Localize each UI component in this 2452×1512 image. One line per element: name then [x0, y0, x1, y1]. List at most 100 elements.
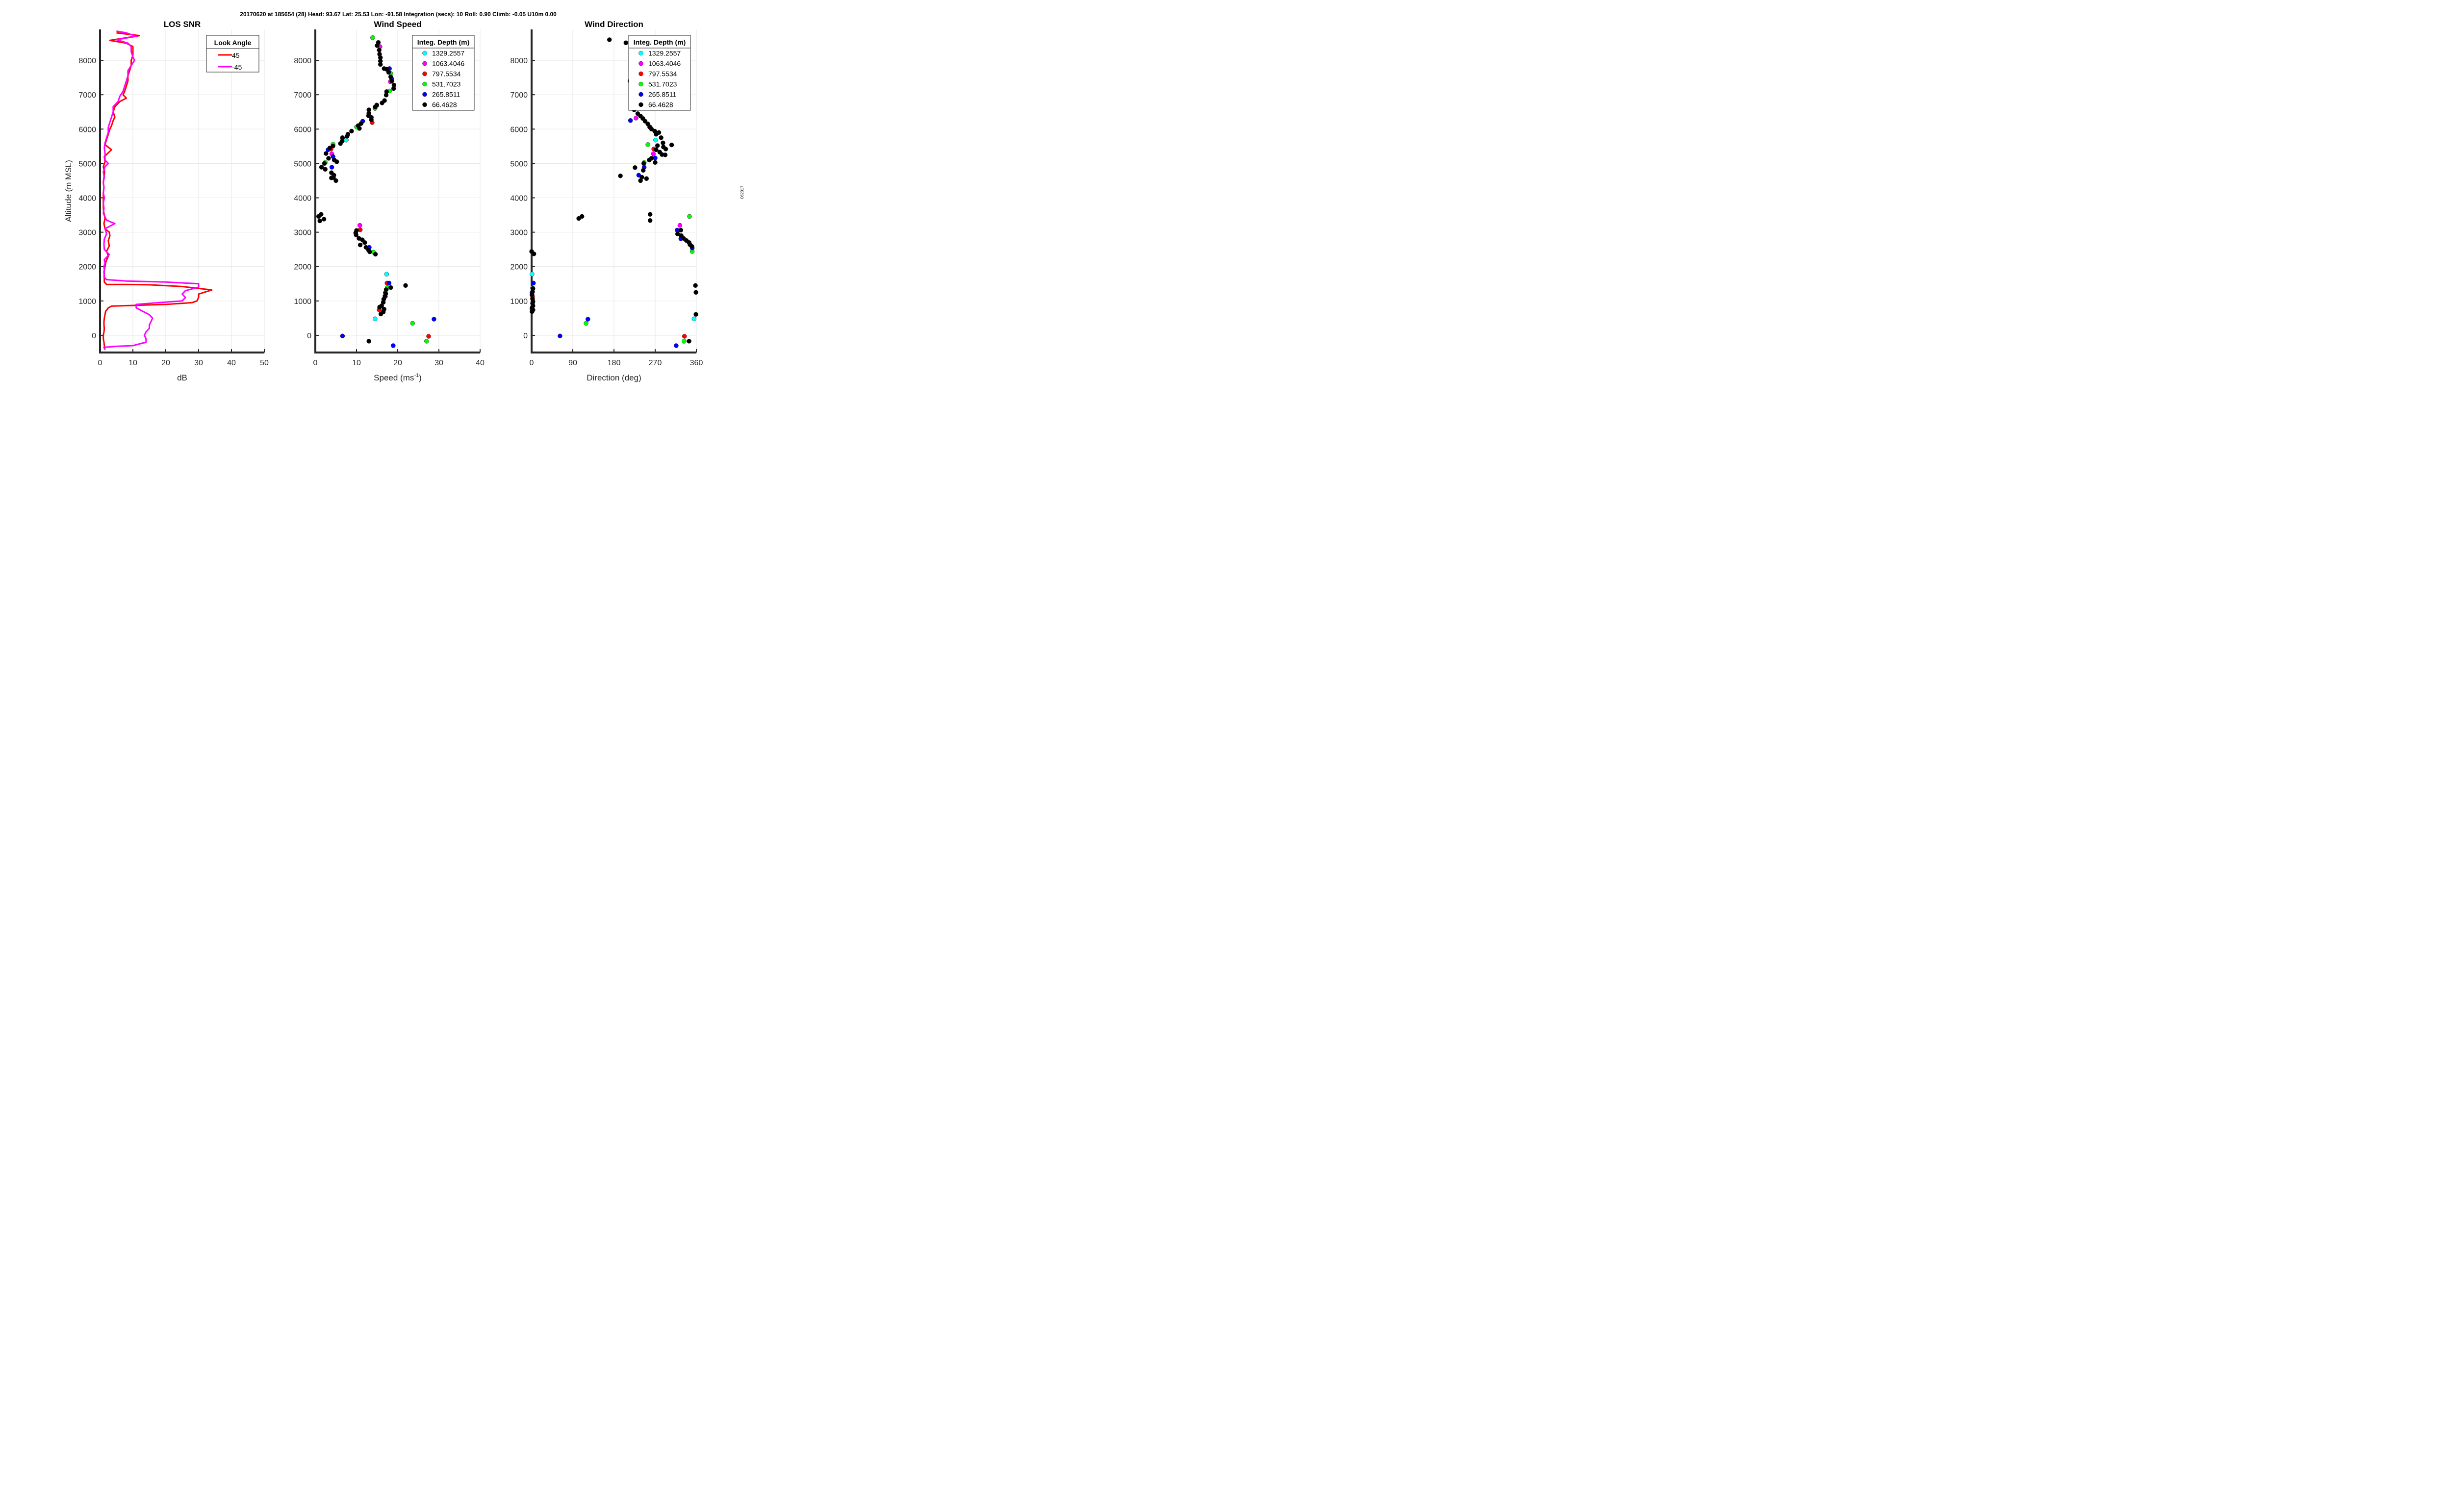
- x-tick-label: 0: [98, 359, 102, 367]
- data-point: [340, 333, 345, 339]
- x-axis-label: Speed (ms-1): [374, 373, 422, 382]
- data-point: [377, 304, 382, 310]
- data-point: [327, 146, 332, 151]
- y-tick-label: 0: [523, 332, 528, 340]
- data-point: [383, 93, 389, 98]
- y-tick-label: 0: [307, 332, 311, 340]
- legend-marker-swatch: [639, 102, 643, 107]
- y-tick-label: 5000: [78, 160, 96, 168]
- x-tick-label: 10: [128, 359, 137, 367]
- plot-title: Wind Speed: [374, 20, 421, 29]
- data-point: [369, 117, 374, 123]
- data-point: [633, 165, 638, 170]
- legend: Integ. Depth (m) 1329.2557 1063.4046 797.55…: [412, 35, 475, 111]
- y-tick-label: 6000: [78, 126, 96, 134]
- data-point: [669, 142, 674, 148]
- data-point: [640, 168, 646, 173]
- y-axis-label: Altitude (m MSL): [64, 160, 73, 222]
- data-point: [344, 134, 350, 139]
- data-point: [663, 147, 668, 151]
- data-point: [576, 216, 581, 221]
- data-point: [653, 160, 658, 165]
- data-point: [693, 283, 698, 288]
- data-point: [317, 218, 322, 224]
- data-point: [693, 312, 698, 317]
- data-point: [378, 311, 383, 317]
- data-point: [344, 137, 349, 143]
- data-point: [321, 217, 327, 222]
- data-point: [432, 317, 436, 322]
- y-tick-label: 6000: [510, 126, 528, 134]
- data-point: [386, 70, 391, 75]
- legend-marker-swatch: [422, 61, 427, 66]
- x-tick-label: 30: [194, 359, 203, 367]
- data-point: [377, 48, 382, 52]
- data-point: [388, 285, 393, 290]
- figure-canvas: 20170620 at 185654 (28) Head: 93.67 Lat:…: [64, 11, 744, 382]
- data-point: [634, 116, 639, 121]
- legend-marker-swatch: [639, 50, 643, 56]
- legend-marker-swatch: [422, 50, 427, 56]
- data-point: [386, 280, 392, 286]
- legend-marker-swatch: [422, 102, 427, 107]
- data-point: [375, 43, 380, 48]
- x-tick-label: 20: [161, 359, 170, 367]
- data-point: [357, 126, 362, 131]
- y-tick-label: 4000: [294, 195, 311, 203]
- y-tick-label: 3000: [294, 229, 311, 237]
- x-tick-label: 0: [313, 359, 318, 367]
- y-tick-label: 4000: [510, 195, 528, 203]
- data-point: [691, 316, 697, 322]
- data-point: [378, 62, 383, 67]
- data-point: [530, 272, 535, 277]
- y-tick-label: 1000: [78, 298, 96, 306]
- x-tick-label: 180: [608, 359, 621, 367]
- data-point: [362, 240, 367, 245]
- x-tick-label: 0: [530, 359, 534, 367]
- data-point: [333, 178, 338, 183]
- data-point: [366, 339, 371, 344]
- y-tick-label: 1000: [510, 298, 528, 306]
- x-axis-label-close: ): [419, 373, 422, 382]
- legend-entry-label: 265.8511: [432, 91, 460, 99]
- data-point: [682, 334, 687, 339]
- data-point: [530, 309, 535, 314]
- data-point: [319, 165, 324, 170]
- data-point: [329, 176, 334, 180]
- panel-wind-direction: 0 90 180 270 360 0 1000 2000 3000 4000 5000 6000 700…: [510, 20, 703, 382]
- data-point: [693, 290, 698, 295]
- data-point: [618, 173, 623, 178]
- data-point: [638, 178, 643, 183]
- y-tick-label: 0: [92, 332, 96, 340]
- legend-marker-swatch: [422, 81, 427, 87]
- series-line--45: [102, 30, 200, 350]
- legend-marker-swatch: [639, 61, 643, 66]
- legend-title: Integ. Depth (m): [634, 38, 686, 46]
- data-point: [530, 292, 535, 297]
- data-point: [391, 343, 396, 348]
- legend-box: [206, 35, 259, 73]
- legend-title: Look Angle: [214, 39, 252, 47]
- data-point: [357, 223, 362, 228]
- plot-title: Wind Direction: [585, 20, 643, 29]
- legend-entry-label: 797.5534: [648, 70, 677, 78]
- data-point: [647, 157, 652, 163]
- data-point: [659, 135, 664, 140]
- legend-entry-label: 531.7023: [432, 80, 461, 88]
- y-tick-label: 7000: [510, 91, 528, 100]
- data-point: [654, 147, 659, 152]
- legend-marker-swatch: [639, 81, 643, 87]
- data-point: [663, 152, 668, 157]
- data-point: [354, 232, 358, 237]
- data-point: [586, 317, 590, 322]
- data-point: [367, 249, 372, 254]
- legend-entry-label: 66.4628: [648, 101, 673, 109]
- data-point: [584, 321, 588, 326]
- y-tick-label: 8000: [510, 57, 528, 65]
- figure-stamp: 062017: [740, 185, 744, 199]
- data-layer: [316, 35, 436, 348]
- data-point: [410, 321, 415, 326]
- data-point: [373, 252, 378, 257]
- data-point: [384, 272, 389, 277]
- plot-title: LOS SNR: [164, 20, 201, 29]
